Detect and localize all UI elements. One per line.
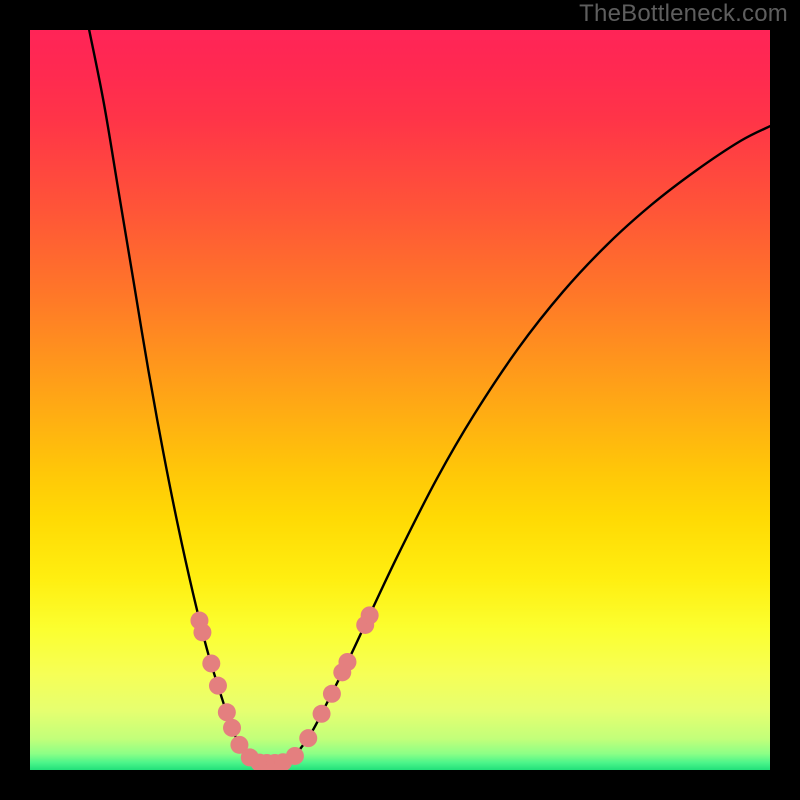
highlight-marker [202,654,220,672]
highlight-marker [361,606,379,624]
highlight-marker [338,653,356,671]
watermark-text: TheBottleneck.com [579,0,788,28]
highlight-marker [193,623,211,641]
highlight-marker [209,677,227,695]
highlight-marker [286,747,304,765]
highlight-marker [313,705,331,723]
chart-gradient-bg [30,30,770,770]
highlight-marker [223,719,241,737]
bottleneck-chart [0,0,800,800]
highlight-marker [218,703,236,721]
highlight-marker [299,729,317,747]
highlight-marker [323,685,341,703]
chart-frame: TheBottleneck.com [0,0,800,800]
